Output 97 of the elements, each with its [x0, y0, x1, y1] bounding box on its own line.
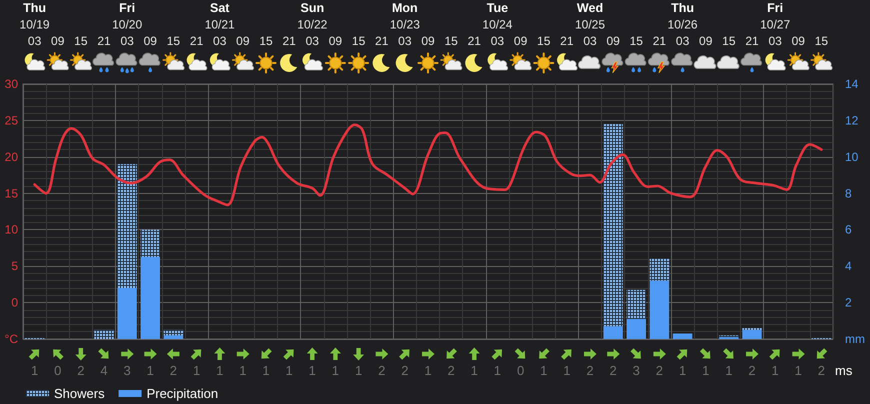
data-label: 3	[124, 363, 131, 378]
data-label: 1	[470, 363, 478, 378]
data-label: 1	[494, 363, 502, 378]
data-label: 2	[378, 363, 386, 378]
x-tick-label: Tue 10/24 03	[482, 0, 513, 48]
x-tick-label: 21	[375, 34, 389, 48]
data-label: 2	[610, 363, 617, 378]
bar	[164, 335, 184, 339]
bar	[672, 334, 692, 339]
data-label: 1	[332, 363, 340, 378]
data-label: 2	[448, 363, 455, 378]
y-tick-label: 10	[4, 222, 18, 237]
bar	[140, 257, 160, 339]
x-tick-label: 21	[190, 34, 204, 48]
x-tick-label: Wed 10/25 03	[574, 0, 606, 48]
data-label: 1	[702, 363, 710, 378]
y2-tick-label: 2	[845, 296, 852, 310]
data-label: 1	[424, 363, 432, 378]
legend-label: Showers	[54, 386, 106, 401]
data-label: 1	[216, 363, 224, 378]
y2-tick-label: 14	[845, 77, 859, 91]
x-tick-label: Thu 10/26 03	[668, 0, 698, 48]
y2-tick-label: 4	[845, 259, 852, 274]
x-tick-label: 21	[97, 34, 111, 48]
y-tick-label: 30	[4, 77, 18, 91]
data-label: 2	[170, 363, 178, 378]
data-label: 1	[772, 363, 779, 378]
x-tick-label: 21	[652, 34, 666, 48]
data-label: 1	[794, 363, 802, 378]
x-tick-label: 21	[745, 34, 759, 48]
data-label: 1	[30, 363, 38, 378]
y-tick-label: 25	[4, 113, 18, 128]
x-tick-label: 15	[814, 34, 828, 48]
x-tick-label: Mon 10/23 03	[390, 0, 420, 48]
data-label: 2	[586, 363, 594, 378]
bar	[650, 280, 670, 339]
x-tick-label: Thu 10/19 03	[20, 0, 50, 48]
x-tick-label: 21	[468, 34, 482, 48]
bar	[626, 318, 646, 339]
data-label: 1	[354, 363, 362, 378]
data-label: 1	[308, 363, 316, 378]
x-tick-label: Sat 10/21 03	[204, 0, 236, 48]
x-tick-label: 15	[722, 34, 736, 48]
data-label: 1	[146, 363, 154, 378]
y-tick-label: 0	[11, 296, 18, 310]
data-label: 2	[748, 363, 756, 378]
data-label: 0	[54, 363, 62, 378]
data-label: 1	[563, 363, 570, 378]
x-tick-label: 21	[282, 34, 296, 48]
x-tick-label: 09	[51, 34, 65, 48]
y-tick-label: 20	[4, 150, 18, 164]
data-label: 2	[656, 363, 664, 378]
data-label: 2	[818, 363, 826, 378]
data-label: 2	[401, 363, 408, 378]
y2-tick-label: 6	[845, 222, 852, 237]
data-label: 4	[100, 363, 108, 378]
x-tick-label: 15	[259, 34, 273, 48]
text: ms	[835, 363, 853, 378]
data-label: 1	[286, 363, 293, 378]
y2-tick-label: 10	[845, 150, 859, 164]
x-tick-label: Fri 10/27 03	[760, 0, 790, 48]
x-tick-label: 09	[328, 34, 342, 48]
data-label: 1	[678, 363, 686, 378]
x-tick-label: 15	[74, 34, 88, 48]
bar	[742, 330, 762, 339]
bar	[117, 288, 137, 339]
legend-label: Precipitation	[146, 386, 218, 401]
y-tick-label: 5	[11, 259, 18, 274]
x-tick-label: 09	[144, 34, 158, 48]
data-label: 1	[262, 363, 270, 378]
x-tick-label: 15	[444, 34, 458, 48]
data-label: 1	[239, 363, 246, 378]
y-tick-label: 15	[4, 186, 18, 200]
x-tick-label: 15	[352, 34, 366, 48]
data-label: 0	[516, 363, 524, 378]
x-tick-label: 15	[166, 34, 180, 48]
data-label: 1	[540, 363, 548, 378]
y2-axis-title: mm	[845, 332, 865, 346]
x-tick-label: 09	[606, 34, 620, 48]
bar	[603, 326, 623, 339]
x-tick-label: 09	[792, 34, 806, 48]
x-tick-label: Sun 10/22 03	[297, 0, 328, 48]
x-tick-label: 09	[699, 34, 713, 48]
data-label: 2	[77, 363, 84, 378]
x-tick-label: 09	[421, 34, 435, 48]
y-axis-title: °C	[4, 332, 18, 346]
x-tick-label: 09	[514, 34, 528, 48]
x-tick-label: 21	[560, 34, 574, 48]
data-label: 1	[192, 363, 200, 378]
x-tick-label: 15	[630, 34, 644, 48]
data-label: 3	[632, 363, 640, 378]
y2-tick-label: 12	[845, 113, 859, 128]
data-label: 1	[725, 363, 732, 378]
x-tick-label: 09	[236, 34, 250, 48]
x-tick-label: Fri 10/20 03	[112, 0, 142, 48]
y2-tick-label: 8	[845, 186, 852, 200]
x-tick-label: 15	[537, 34, 551, 48]
